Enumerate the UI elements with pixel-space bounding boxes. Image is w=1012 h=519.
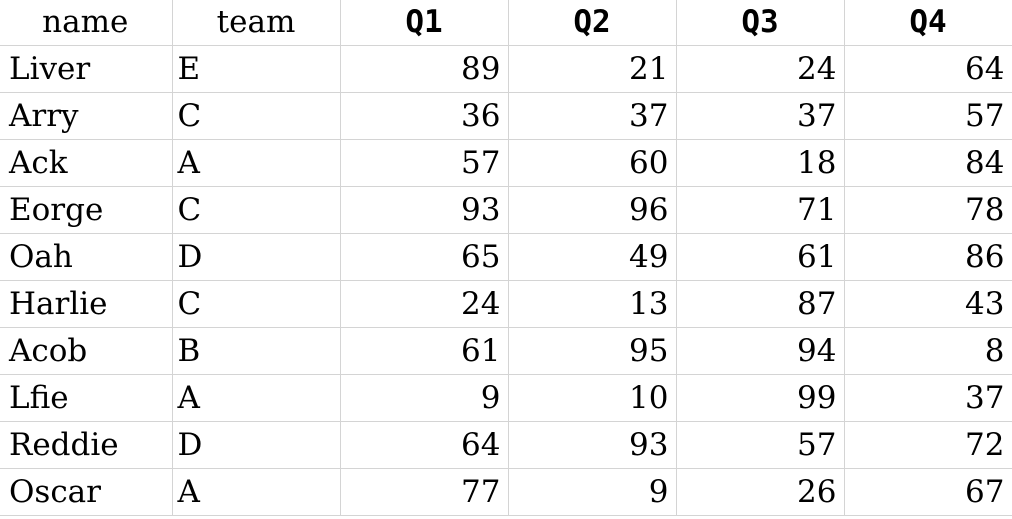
cell-q3[interactable]: 18 — [675, 139, 845, 187]
header-cell-q3[interactable]: Q3 — [675, 0, 845, 46]
cell-q1[interactable]: 64 — [339, 421, 509, 469]
cell-team[interactable]: A — [171, 468, 341, 516]
cell-q2[interactable]: 10 — [507, 374, 677, 422]
table-row: Harlie C 24 13 87 43 — [0, 280, 1012, 328]
cell-q2[interactable]: 93 — [507, 421, 677, 469]
header-cell-q2[interactable]: Q2 — [507, 0, 677, 46]
cell-q1[interactable]: 57 — [339, 139, 509, 187]
cell-q2[interactable]: 9 — [507, 468, 677, 516]
cell-team[interactable]: D — [171, 233, 341, 281]
cell-name[interactable]: Acob — [0, 327, 173, 375]
cell-q3[interactable]: 94 — [675, 327, 845, 375]
table-row: Ack A 57 60 18 84 — [0, 139, 1012, 187]
cell-q2[interactable]: 49 — [507, 233, 677, 281]
cell-q1[interactable]: 24 — [339, 280, 509, 328]
cell-q2[interactable]: 60 — [507, 139, 677, 187]
cell-q2[interactable]: 96 — [507, 186, 677, 234]
cell-name[interactable]: Reddie — [0, 421, 173, 469]
table-row: Arry C 36 37 37 57 — [0, 92, 1012, 140]
cell-team[interactable]: C — [171, 280, 341, 328]
cell-q1[interactable]: 77 — [339, 468, 509, 516]
cell-q4[interactable]: 64 — [843, 45, 1012, 93]
cell-team[interactable]: B — [171, 327, 341, 375]
cell-q1[interactable]: 36 — [339, 92, 509, 140]
cell-q4[interactable]: 8 — [843, 327, 1012, 375]
header-cell-name[interactable]: name — [0, 0, 173, 46]
header-cell-team[interactable]: team — [171, 0, 341, 46]
cell-q3[interactable]: 57 — [675, 421, 845, 469]
cell-q2[interactable]: 37 — [507, 92, 677, 140]
cell-q1[interactable]: 89 — [339, 45, 509, 93]
table-row: Oah D 65 49 61 86 — [0, 233, 1012, 281]
cell-q3[interactable]: 99 — [675, 374, 845, 422]
cell-team[interactable]: C — [171, 186, 341, 234]
cell-q3[interactable]: 61 — [675, 233, 845, 281]
cell-q1[interactable]: 9 — [339, 374, 509, 422]
table-row: Liver E 89 21 24 64 — [0, 45, 1012, 93]
cell-name[interactable]: Lfie — [0, 374, 173, 422]
table-row: Oscar A 77 9 26 67 — [0, 468, 1012, 516]
cell-q1[interactable]: 65 — [339, 233, 509, 281]
cell-team[interactable]: E — [171, 45, 341, 93]
cell-name[interactable]: Liver — [0, 45, 173, 93]
cell-q1[interactable]: 61 — [339, 327, 509, 375]
cell-q2[interactable]: 95 — [507, 327, 677, 375]
table-row: Reddie D 64 93 57 72 — [0, 421, 1012, 469]
cell-name[interactable]: Ack — [0, 139, 173, 187]
table-row: Lfie A 9 10 99 37 — [0, 374, 1012, 422]
cell-q3[interactable]: 87 — [675, 280, 845, 328]
cell-team[interactable]: A — [171, 139, 341, 187]
cell-q3[interactable]: 71 — [675, 186, 845, 234]
cell-q1[interactable]: 93 — [339, 186, 509, 234]
cell-q2[interactable]: 21 — [507, 45, 677, 93]
cell-q4[interactable]: 86 — [843, 233, 1012, 281]
cell-name[interactable]: Oah — [0, 233, 173, 281]
cell-q3[interactable]: 37 — [675, 92, 845, 140]
cell-q2[interactable]: 13 — [507, 280, 677, 328]
cell-q4[interactable]: 84 — [843, 139, 1012, 187]
cell-q4[interactable]: 67 — [843, 468, 1012, 516]
cell-name[interactable]: Oscar — [0, 468, 173, 516]
cell-team[interactable]: A — [171, 374, 341, 422]
cell-q4[interactable]: 78 — [843, 186, 1012, 234]
header-row: name team Q1 Q2 Q3 Q4 — [0, 0, 1012, 46]
cell-q4[interactable]: 72 — [843, 421, 1012, 469]
cell-name[interactable]: Harlie — [0, 280, 173, 328]
cell-q3[interactable]: 26 — [675, 468, 845, 516]
header-cell-q1[interactable]: Q1 — [339, 0, 509, 46]
cell-name[interactable]: Eorge — [0, 186, 173, 234]
cell-q3[interactable]: 24 — [675, 45, 845, 93]
cell-team[interactable]: D — [171, 421, 341, 469]
table-row: Acob B 61 95 94 8 — [0, 327, 1012, 375]
cell-q4[interactable]: 37 — [843, 374, 1012, 422]
cell-team[interactable]: C — [171, 92, 341, 140]
cell-name[interactable]: Arry — [0, 92, 173, 140]
cell-q4[interactable]: 57 — [843, 92, 1012, 140]
cell-q4[interactable]: 43 — [843, 280, 1012, 328]
header-cell-q4[interactable]: Q4 — [843, 0, 1012, 46]
table-row: Eorge C 93 96 71 78 — [0, 186, 1012, 234]
